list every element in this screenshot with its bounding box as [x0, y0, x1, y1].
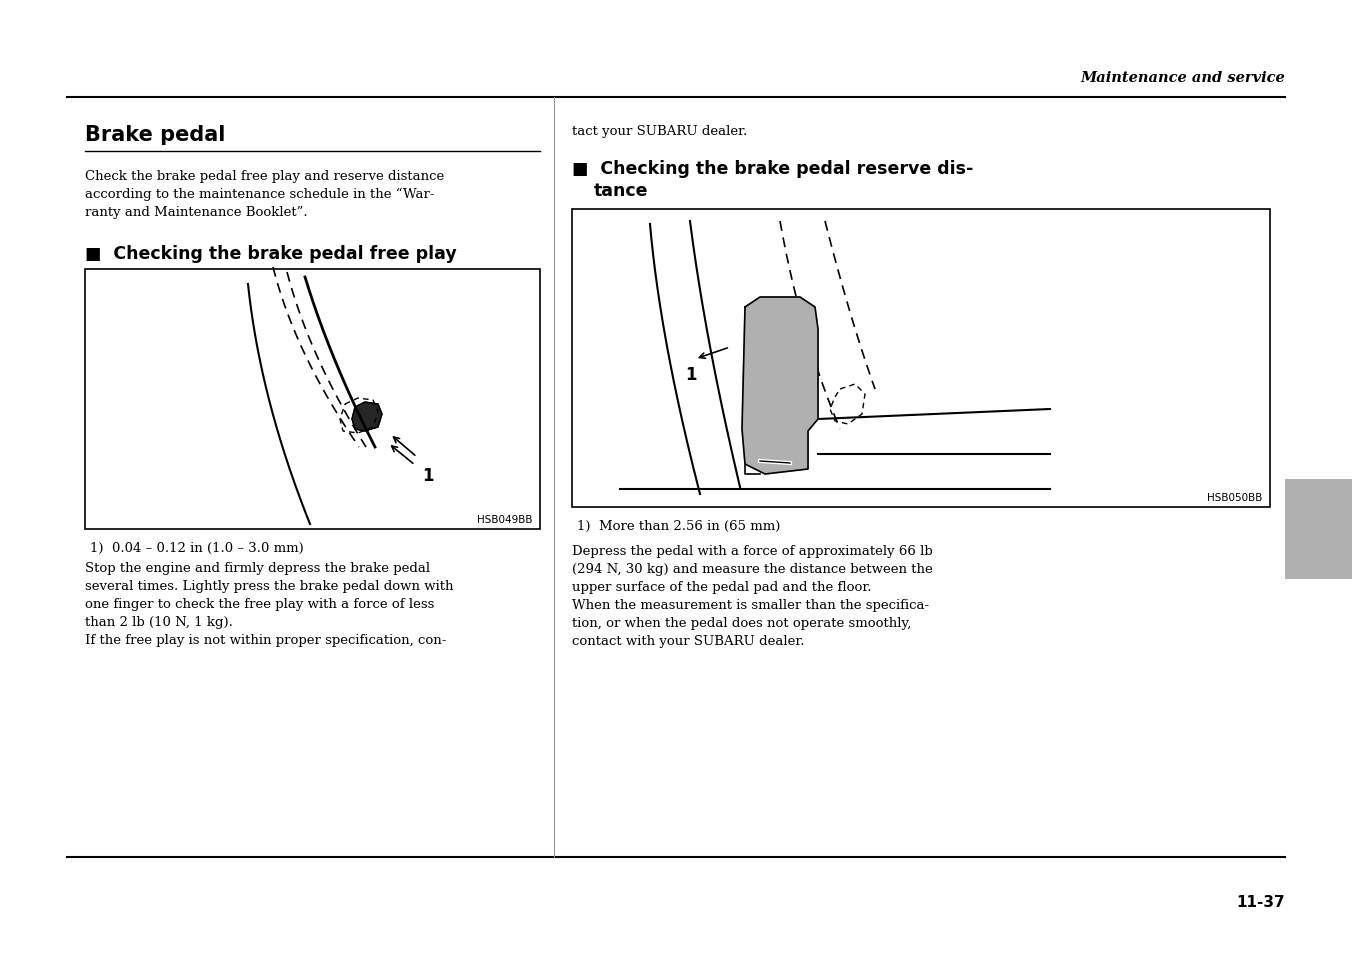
Text: than 2 lb (10 N, 1 kg).: than 2 lb (10 N, 1 kg). [85, 616, 233, 628]
Text: HSB049BB: HSB049BB [476, 515, 531, 524]
Text: one finger to check the free play with a force of less: one finger to check the free play with a… [85, 598, 434, 610]
Text: several times. Lightly press the brake pedal down with: several times. Lightly press the brake p… [85, 579, 453, 593]
Text: contact with your SUBARU dealer.: contact with your SUBARU dealer. [572, 635, 804, 647]
Text: upper surface of the pedal pad and the floor.: upper surface of the pedal pad and the f… [572, 580, 872, 594]
Text: 11-37: 11-37 [1236, 894, 1284, 909]
Text: ■  Checking the brake pedal reserve dis-: ■ Checking the brake pedal reserve dis- [572, 160, 973, 178]
Text: 1: 1 [422, 467, 434, 484]
Text: When the measurement is smaller than the specifica-: When the measurement is smaller than the… [572, 598, 929, 612]
Text: 1)  More than 2.56 in (65 mm): 1) More than 2.56 in (65 mm) [577, 519, 780, 533]
Bar [1284, 479, 1352, 579]
Text: tance: tance [594, 182, 649, 200]
Text: Check the brake pedal free play and reserve distance: Check the brake pedal free play and rese… [85, 170, 445, 183]
Text: Depress the pedal with a force of approximately 66 lb: Depress the pedal with a force of approx… [572, 544, 933, 558]
Polygon shape [742, 297, 818, 475]
Text: tion, or when the pedal does not operate smoothly,: tion, or when the pedal does not operate… [572, 617, 911, 629]
Bar [572, 210, 1270, 507]
Text: according to the maintenance schedule in the “War-: according to the maintenance schedule in… [85, 188, 434, 201]
Text: ranty and Maintenance Booklet”.: ranty and Maintenance Booklet”. [85, 206, 308, 219]
Text: HSB050BB: HSB050BB [1206, 493, 1261, 502]
Text: tact your SUBARU dealer.: tact your SUBARU dealer. [572, 125, 748, 138]
Bar [85, 270, 539, 530]
Polygon shape [352, 402, 383, 432]
Text: 1: 1 [685, 366, 698, 384]
Text: Maintenance and service: Maintenance and service [1080, 71, 1284, 85]
Text: If the free play is not within proper specification, con-: If the free play is not within proper sp… [85, 634, 446, 646]
Text: 1)  0.04 – 0.12 in (1.0 – 3.0 mm): 1) 0.04 – 0.12 in (1.0 – 3.0 mm) [91, 541, 304, 555]
Text: Brake pedal: Brake pedal [85, 125, 226, 145]
Text: ■  Checking the brake pedal free play: ■ Checking the brake pedal free play [85, 245, 457, 263]
Text: Stop the engine and firmly depress the brake pedal: Stop the engine and firmly depress the b… [85, 561, 430, 575]
Text: (294 N, 30 kg) and measure the distance between the: (294 N, 30 kg) and measure the distance … [572, 562, 933, 576]
